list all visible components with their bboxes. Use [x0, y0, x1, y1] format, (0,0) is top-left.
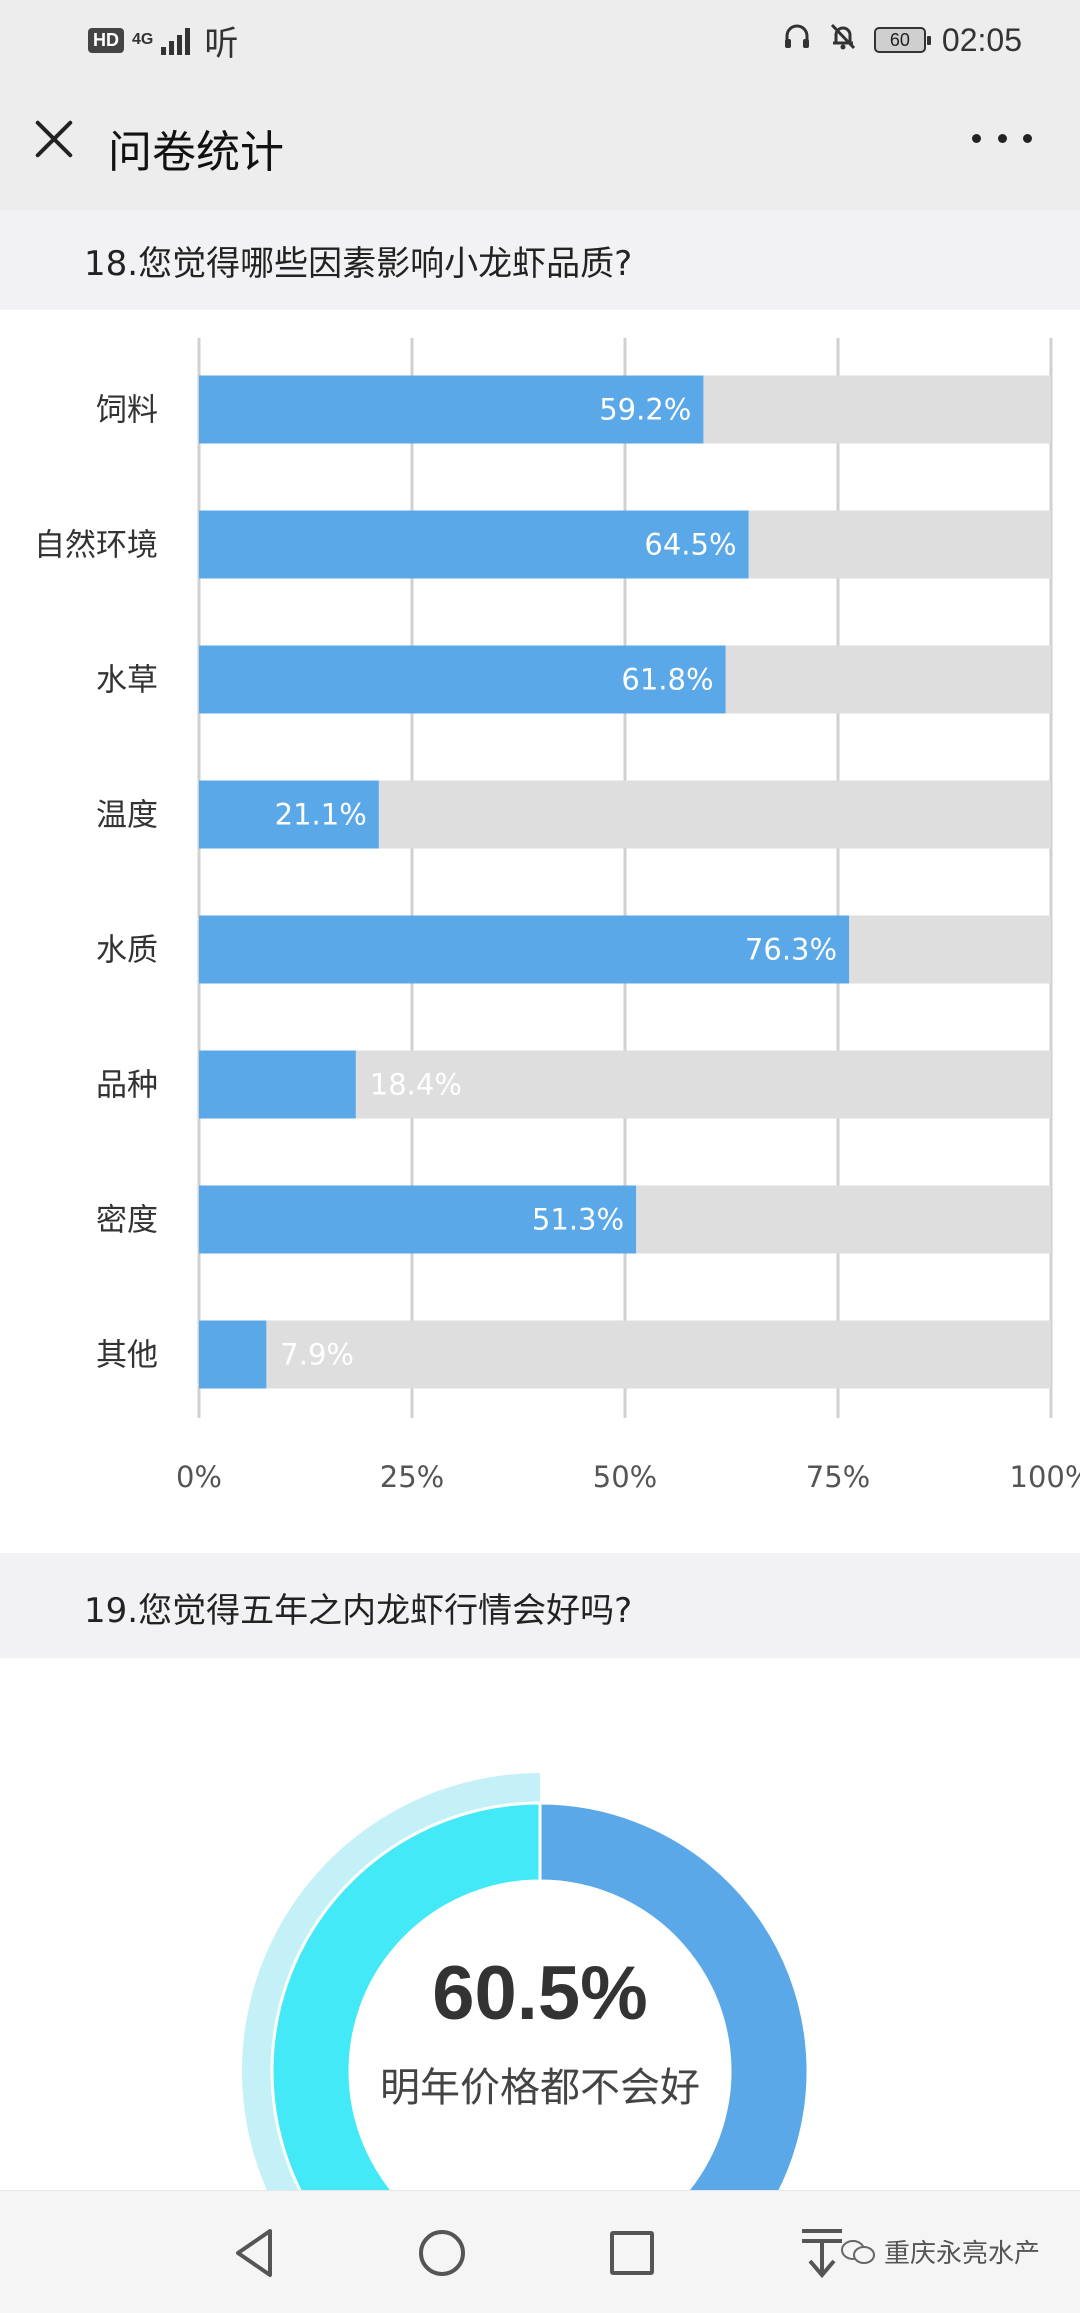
question-header-18: 18.您觉得哪些因素影响小龙虾品质? — [0, 210, 1080, 310]
clock: 02:05 — [941, 21, 1022, 58]
x-tick-label: 0% — [176, 1460, 222, 1494]
category-label: 温度 — [96, 798, 158, 834]
donut-slice — [538, 1801, 810, 2190]
question-title-18: 18.您觉得哪些因素影响小龙虾品质? — [84, 244, 633, 284]
category-label: 品种 — [96, 1068, 158, 1104]
bar — [199, 780, 379, 849]
category-label: 水质 — [96, 933, 158, 969]
bar — [199, 1185, 637, 1254]
x-tick-label: 100% — [1010, 1460, 1080, 1494]
bar — [199, 915, 850, 984]
headphones-icon — [782, 21, 812, 59]
bar-value-label: 59.2% — [599, 393, 691, 427]
listen-icon: 听 — [204, 23, 239, 64]
download-icon[interactable] — [798, 2225, 846, 2281]
category-label: 自然环境 — [34, 528, 158, 564]
bar-chart: 0% 25% 50% 75% 100% 饲料 59.2% 自然环境 64.5% 水草 61.8% 温度… — [34, 338, 1080, 1494]
status-bar: HD 4G 听 60 02:05 — [0, 0, 1080, 82]
donut-slice — [270, 1801, 542, 2190]
bar-track — [199, 1320, 1051, 1389]
bar-value-label: 51.3% — [532, 1203, 624, 1237]
donut-center-value: 60.5% — [432, 1951, 648, 2036]
bell-off-icon — [828, 21, 858, 59]
donut-center-label: 明年价格都不会好 — [380, 2065, 700, 2111]
watermark: 重庆永亮水产 — [840, 2233, 1040, 2270]
bar-value-label: 7.9% — [280, 1338, 354, 1372]
battery-icon: 60 — [873, 27, 931, 53]
category-label: 密度 — [96, 1203, 158, 1239]
donut-chart — [242, 1773, 810, 2190]
watermark-text: 重庆永亮水产 — [884, 2239, 1041, 2269]
hd-badge: HD — [88, 27, 124, 53]
category-label: 饲料 — [96, 393, 158, 429]
bar-value-label: 64.5% — [644, 528, 736, 562]
wechat-icon — [841, 2239, 875, 2264]
bar — [199, 645, 726, 714]
status-left: HD 4G 听 — [88, 18, 239, 64]
donut-slice-highlight — [242, 1773, 540, 2190]
bar — [199, 375, 704, 444]
bar-value-label: 18.4% — [370, 1068, 462, 1102]
status-right: 60 02:05 — [782, 18, 1022, 62]
category-label: 其他 — [96, 1338, 158, 1374]
bar-value-label: 76.3% — [745, 933, 837, 967]
x-tick-label: 75% — [806, 1460, 870, 1494]
close-icon[interactable] — [30, 114, 78, 162]
home-icon[interactable] — [419, 2230, 465, 2276]
page-title: 问卷统计 — [108, 127, 284, 178]
question-title-19: 19.您觉得五年之内龙虾行情会好吗? — [84, 1591, 633, 1631]
bar — [199, 510, 749, 579]
x-tick-label: 50% — [593, 1460, 657, 1494]
signal-icon — [161, 25, 191, 55]
recent-apps-icon[interactable] — [610, 2231, 654, 2275]
x-tick-label: 25% — [380, 1460, 444, 1494]
more-icon[interactable] — [972, 122, 1032, 154]
navigation-bar: 重庆永亮水产 — [0, 2190, 1080, 2313]
question-header-19: 19.您觉得五年之内龙虾行情会好吗? — [0, 1553, 1080, 1658]
category-label: 水草 — [96, 663, 158, 699]
bar — [199, 1050, 356, 1119]
title-bar: 问卷统计 — [0, 82, 1080, 210]
bar-value-label: 61.8% — [621, 663, 713, 697]
network-type: 4G — [132, 31, 154, 48]
back-icon[interactable] — [230, 2225, 280, 2281]
bar-value-label: 21.1% — [275, 798, 367, 832]
bar — [199, 1320, 267, 1389]
